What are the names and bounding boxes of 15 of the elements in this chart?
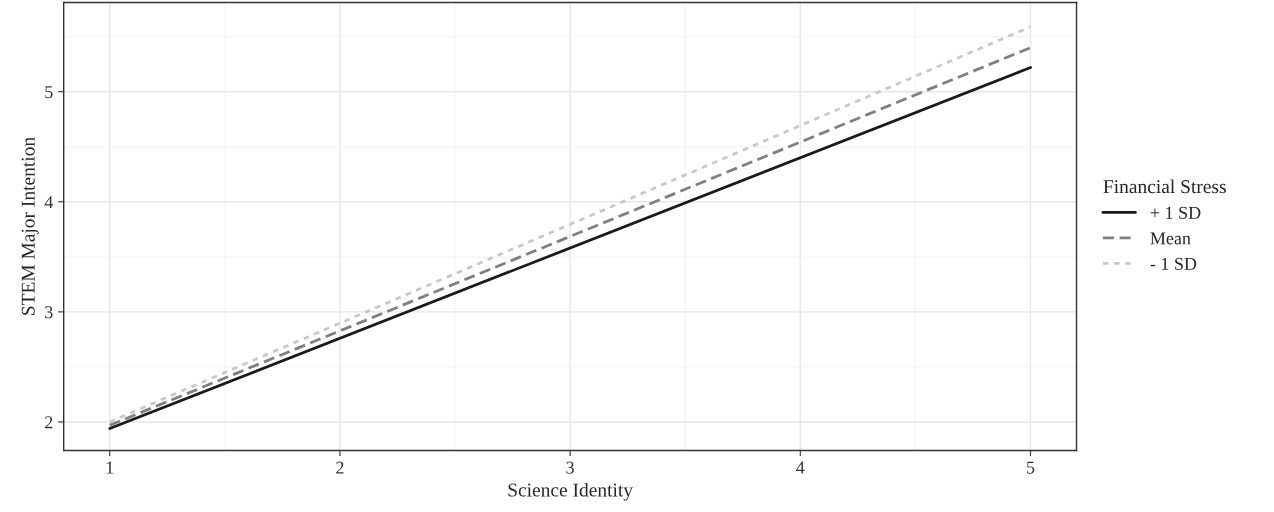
x-tick-label: 1 [106,461,114,474]
legend-label: - 1 SD [1150,257,1197,270]
x-tick-label: 2 [336,461,344,474]
legend-label: + 1 SD [1150,206,1201,219]
y-tick-label: 5 [45,86,53,99]
x-tick-label: 4 [796,461,805,474]
y-tick-label: 2 [45,416,53,429]
x-axis-title: Science Identity [508,482,633,501]
legend-title: Financial Stress [1103,179,1226,194]
x-tick-label: 3 [566,461,574,474]
x-tick-label: 5 [1027,461,1035,474]
y-tick-label: 4 [44,196,53,209]
y-axis-title: STEM Major Intention [21,137,39,315]
y-tick-label: 3 [45,306,53,319]
legend-label: Mean [1150,232,1191,245]
